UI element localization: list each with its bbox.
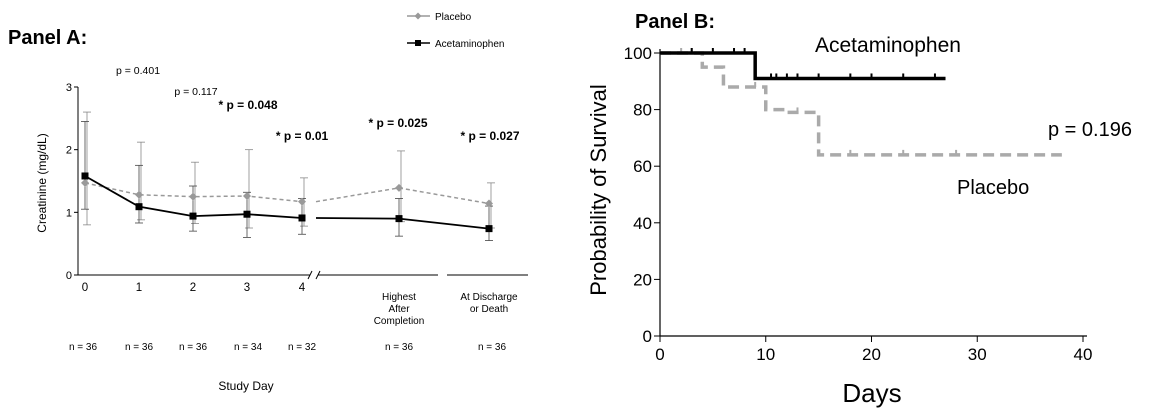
panel-a-p-value: * p = 0.025 xyxy=(368,116,427,130)
panel-b-y-tick-label: 0 xyxy=(643,327,652,346)
panel-a-series-line-placebo xyxy=(398,187,490,205)
panel-a-n-label: n = 36 xyxy=(69,342,98,353)
panel-a-marker-placebo xyxy=(81,178,89,187)
panel-a-legend-marker xyxy=(415,40,421,46)
panel-a-y-axis-label: Creatinine (mg/dL) xyxy=(35,133,49,232)
panel-a-p-value: * p = 0.048 xyxy=(218,98,277,112)
panel-a-markers xyxy=(81,172,493,233)
panel-a-y-tick-label: 0 xyxy=(66,270,72,282)
panel-a-series-line-placebo xyxy=(84,182,303,203)
panel-a-y-tick-label: 2 xyxy=(66,145,72,157)
panel-b-axes: 0 20 40 60 80 100 0 10 20 30 40 xyxy=(624,44,1093,364)
panel-a-n-label: n = 36 xyxy=(125,342,154,353)
panel-a-x-tick-label: Completion xyxy=(374,316,425,327)
panel-b-x-tick-label: 30 xyxy=(968,345,987,364)
panel-a-series-connector xyxy=(315,217,400,220)
panel-a-x-tick-label: 4 xyxy=(299,282,306,294)
panel-a-x-tick-label: 2 xyxy=(190,282,196,294)
panel-b-y-tick-label: 100 xyxy=(624,44,652,63)
panel-a-legend-label: Placebo xyxy=(435,12,472,23)
panel-a-marker-placebo xyxy=(395,183,403,192)
panel-a-series-connector xyxy=(315,187,400,203)
panel-a-x-tick-label: 0 xyxy=(82,282,88,294)
panel-a-marker-placebo xyxy=(243,192,251,201)
panel-b-x-axis-label: Days xyxy=(842,378,901,408)
panel-a-x-tick-label: or Death xyxy=(470,304,508,315)
panel-a-axis-break xyxy=(307,270,313,280)
panel-a-marker-acetaminophen xyxy=(189,212,197,220)
panel-b-x-tick-label: 10 xyxy=(756,345,775,364)
panel-b-y-axis-label: Probability of Survival xyxy=(586,84,611,296)
panel-a-marker-acetaminophen xyxy=(135,203,143,211)
panel-a-marker-acetaminophen xyxy=(395,215,403,223)
panel-a-marker-acetaminophen xyxy=(485,225,493,233)
panel-b-series-lines xyxy=(660,48,1062,157)
panel-a-series-lines xyxy=(84,175,490,230)
panel-b: Panel B: 0 20 40 60 80 100 0 10 20 30 40 Acetamino… xyxy=(586,11,1132,408)
panel-a-x-tick-label: 3 xyxy=(244,282,250,294)
panel-a-x-tick-label: Highest xyxy=(382,292,416,303)
panel-a-marker-placebo xyxy=(298,197,306,206)
panel-a-marker-placebo xyxy=(135,190,143,199)
panel-a-marker-acetaminophen xyxy=(243,210,251,218)
panel-a-series-line-acetaminophen xyxy=(398,217,490,230)
panel-a-x-axis-label: Study Day xyxy=(218,379,273,393)
panel-b-y-tick-label: 60 xyxy=(633,157,652,176)
panel-a-marker-placebo xyxy=(485,199,493,208)
panel-a-n-label: n = 36 xyxy=(478,342,507,353)
panel-a-marker-acetaminophen xyxy=(298,214,306,222)
panel-b-y-tick-label: 40 xyxy=(633,214,652,233)
panel-a: Panel A: Placebo Acetaminophen 0 1 2 3 0 1 2 3 4… xyxy=(8,12,528,393)
panel-b-y-tick-label: 80 xyxy=(633,101,652,120)
panel-b-text: Acetaminophen Placebo xyxy=(815,34,1029,199)
panel-b-p-value: p = 0.196 xyxy=(1048,119,1132,141)
panel-a-legend: Placebo Acetaminophen xyxy=(407,12,505,50)
panel-a-axes: 0 1 2 3 xyxy=(66,82,528,282)
panel-b-x-tick-label: 20 xyxy=(862,345,881,364)
panel-a-title: Panel A: xyxy=(8,27,87,49)
panel-b-series-label-acetaminophen: Acetaminophen xyxy=(815,34,961,57)
panel-b-title: Panel B: xyxy=(635,11,715,33)
panel-a-n-label: n = 36 xyxy=(385,342,414,353)
panel-b-survival-line-placebo xyxy=(660,51,1062,157)
panel-a-n-label: n = 36 xyxy=(179,342,208,353)
panel-a-y-tick-label: 1 xyxy=(66,207,72,219)
panel-a-axis-break xyxy=(315,270,321,280)
panel-a-marker-acetaminophen xyxy=(81,172,89,180)
panel-a-n-label: n = 34 xyxy=(234,342,263,353)
panel-a-legend-marker xyxy=(414,12,422,20)
panel-b-x-tick-label: 0 xyxy=(655,345,664,364)
panel-a-p-value: * p = 0.01 xyxy=(276,129,329,143)
panel-b-y-tick-label: 20 xyxy=(633,270,652,289)
panel-b-series-label-placebo: Placebo xyxy=(957,177,1029,199)
panel-a-x-tick-label: At Discharge xyxy=(460,292,518,303)
panel-a-x-tick-label: 1 xyxy=(136,282,142,294)
panel-a-p-value: p = 0.401 xyxy=(116,65,160,77)
panel-a-legend-label: Acetaminophen xyxy=(435,39,505,50)
panel-a-p-value: * p = 0.027 xyxy=(460,129,519,143)
panel-a-n-label: n = 32 xyxy=(288,342,317,353)
panel-a-x-tick-label: After xyxy=(388,304,410,315)
panel-b-x-tick-label: 40 xyxy=(1074,345,1093,364)
panel-a-p-value: p = 0.117 xyxy=(174,86,217,98)
panel-a-marker-placebo xyxy=(189,192,197,201)
panel-a-y-tick-label: 3 xyxy=(66,82,72,94)
